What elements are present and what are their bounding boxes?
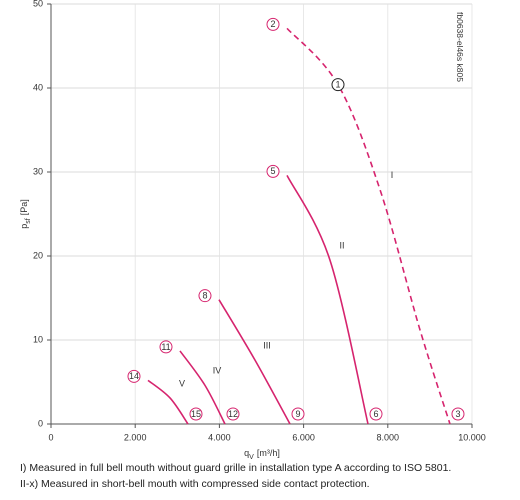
curve [147, 379, 189, 425]
point-label: 8 [202, 291, 207, 301]
y-tick-label: 40 [33, 82, 43, 92]
point-marker [226, 407, 240, 421]
curve-label: II [339, 241, 344, 251]
x-axis-title-part: [m³/h] [257, 448, 280, 458]
x-axis-title-part: q [244, 448, 249, 458]
x-tick-label: 6.000 [292, 432, 315, 442]
point-marker [198, 289, 212, 303]
point-marker [331, 78, 345, 92]
point-marker [189, 407, 203, 421]
point-marker [451, 407, 465, 421]
curve [286, 174, 369, 425]
curve [179, 350, 226, 425]
point-label: 12 [228, 409, 238, 419]
point-marker [266, 164, 280, 178]
point-label: 1 [335, 80, 340, 90]
point-marker [127, 369, 141, 383]
curve [286, 27, 451, 425]
point-label: 14 [129, 371, 139, 381]
x-axis-title: qV [m³/h] [244, 448, 280, 461]
side-code: fb0638-el46s k805 [455, 12, 465, 82]
y-axis-title-part: sf [25, 218, 32, 224]
point-label: 9 [295, 409, 300, 419]
point-label: 3 [455, 409, 460, 419]
footnote: I) Measured in full bell mouth without g… [20, 462, 451, 474]
x-tick-label: 0 [48, 432, 53, 442]
point-label: 15 [191, 409, 201, 419]
curve [218, 299, 291, 425]
point-label: 2 [271, 19, 276, 29]
x-tick-label: 4.000 [208, 432, 231, 442]
y-axis-title-part: p [19, 224, 29, 229]
point-marker [266, 17, 280, 31]
curve-label: IV [213, 366, 222, 376]
point-label: 5 [271, 166, 276, 176]
point-label: 6 [374, 409, 379, 419]
y-axis-title: psf [Pa] [19, 199, 32, 228]
point-marker [369, 407, 383, 421]
y-tick-label: 10 [33, 334, 43, 344]
y-axis-title-part: [Pa] [19, 199, 29, 215]
x-tick-label: 2.000 [124, 432, 147, 442]
y-tick-label: 50 [33, 0, 43, 8]
y-tick-label: 30 [33, 166, 43, 176]
x-axis-title-part: V [249, 454, 254, 461]
point-marker [159, 340, 173, 354]
curve-label: III [263, 341, 271, 351]
curve-label: I [391, 170, 394, 180]
y-tick-label: 20 [33, 250, 43, 260]
footnote: II-x) Measured in short-bell mouth with … [20, 478, 370, 490]
y-tick-label: 0 [38, 418, 43, 428]
point-label: 11 [161, 342, 170, 352]
point-marker [291, 407, 305, 421]
x-tick-label: 8.000 [377, 432, 400, 442]
x-tick-label: 10.000 [458, 432, 486, 442]
curve-label: V [179, 378, 185, 388]
